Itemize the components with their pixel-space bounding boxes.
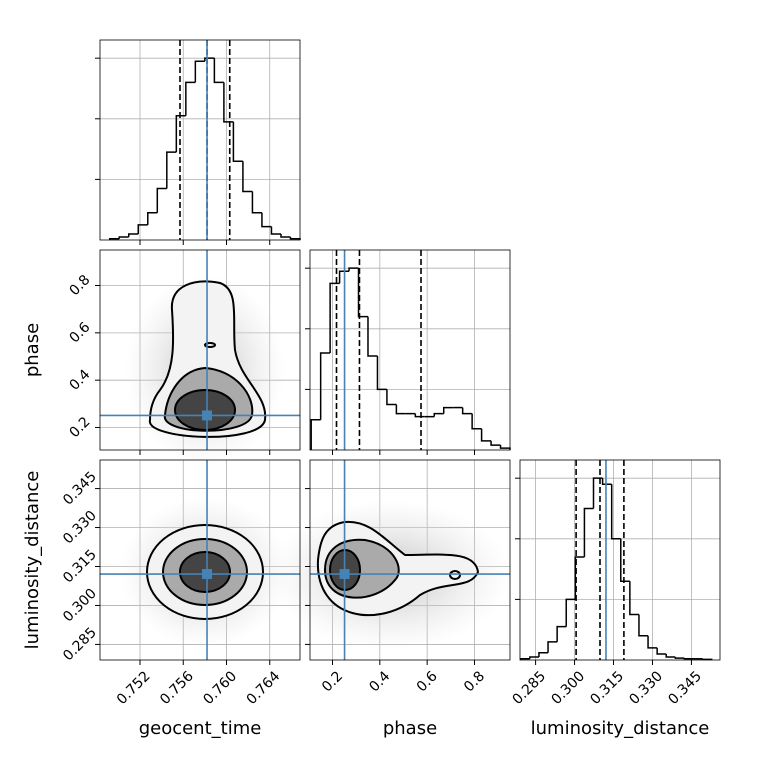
histogram-bin [118,236,129,239]
x-tick-label: 0.752 [114,668,154,708]
histogram-bin [395,404,406,415]
truth-marker [339,569,350,580]
histogram-bin [665,653,676,658]
y-tick-label: 0.315 [60,547,100,587]
histogram-bin [520,658,530,660]
histogram-bin [471,413,482,430]
histogram-bin [251,191,262,214]
histogram-bin [656,647,667,655]
contour [449,570,461,580]
histogram-panel [520,460,720,660]
histogram-bin [166,151,177,189]
histogram-bin [194,60,205,83]
panel-frame [99,459,301,661]
histogram-bin [108,238,120,240]
histogram-bin [213,58,224,84]
histogram-bin [185,81,196,116]
histogram-bin [583,507,594,557]
histogram-bin [565,598,576,627]
panel-frame [99,39,301,241]
x-axis-label: phase [383,718,437,739]
panel-frame [309,249,511,451]
panel-frame [309,459,511,661]
truth-marker [202,569,213,580]
y-tick-label: 0.4 [66,367,93,394]
y-tick-label: 0.2 [66,414,93,441]
histogram-bin [638,614,649,637]
histogram-bin [683,658,694,660]
y-tick-label: 0.345 [60,469,100,509]
histogram-bin [547,641,558,653]
y-tick-label: 0.285 [60,625,100,665]
histogram-bin [338,270,350,284]
histogram-bin [242,161,253,193]
x-tick-label: 0.330 [626,668,666,708]
panel-background [520,460,720,660]
panel-frame [99,249,301,451]
histogram-bin [270,226,281,235]
y-tick-label: 0.300 [60,586,100,626]
histogram-bin [433,412,444,417]
x-tick-label: 0.760 [200,668,240,708]
histogram-bin [232,121,243,162]
x-tick-label: 0.8 [461,668,488,695]
truth-marker [202,410,213,421]
histogram-bin [376,356,387,391]
y-axis-label: phase [22,323,43,377]
histogram-bin [538,651,549,657]
x-tick-label: 0.315 [587,668,627,708]
panel-background [310,250,510,450]
histogram-bin [280,233,291,238]
histogram-bin [128,233,139,237]
histogram-bin [556,625,567,642]
histogram-bin [480,428,492,442]
x-axis-label: geocent_time [139,718,262,739]
y-tick-label: 0.8 [66,272,93,299]
x-tick-label: 0.756 [157,668,197,708]
histogram-bin [647,635,658,649]
histogram-panel [310,250,510,450]
histogram-bin [319,352,331,420]
histogram-bin [367,316,378,357]
histogram-bin [601,478,612,485]
histogram-bin [529,656,539,659]
histogram-bin [674,656,685,659]
x-tick-label: 0.2 [319,668,346,695]
histogram-bin [175,115,186,153]
x-tick-label: 0.300 [548,668,588,708]
histogram-bin [329,282,340,354]
x-tick-label: 0.345 [665,668,705,708]
histogram-bin [620,538,630,582]
histogram-bin [610,484,621,540]
histogram-bin [461,407,473,415]
y-axis-label: luminosity_distance [22,471,43,650]
x-tick-label: 0.4 [366,668,393,695]
histogram-bin [156,187,167,213]
x-axis-label: luminosity_distance [531,718,710,739]
y-tick-label: 0.6 [66,319,93,346]
histogram-bin [490,440,501,446]
histogram-bin [147,211,158,225]
x-tick-label: 0.6 [414,668,441,695]
contour [204,342,216,348]
histogram-bin [357,268,368,318]
x-tick-label: 0.285 [510,668,550,708]
histogram-bin [574,556,585,600]
histogram-bin [348,267,359,272]
histogram-bin [629,581,639,616]
histogram-bin [261,212,272,228]
histogram-bin [386,389,397,406]
y-tick-label: 0.330 [60,508,100,548]
x-tick-label: 0.764 [244,668,284,708]
histogram-bin [204,57,215,62]
histogram-bin [310,418,321,450]
histogram-bin [137,224,148,234]
histogram-panel [100,40,300,240]
histogram-bin [442,406,454,414]
panel-background [100,40,300,240]
contour [174,389,236,431]
panel-frame [519,459,721,661]
